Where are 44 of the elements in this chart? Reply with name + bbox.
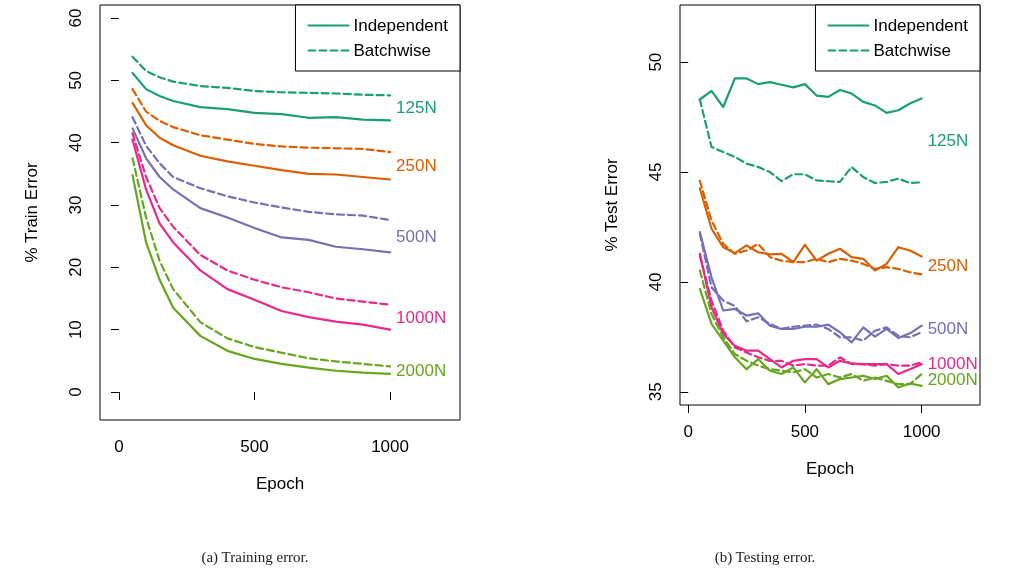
y-tick-label: 40 xyxy=(66,133,85,153)
y-tick-label: 50 xyxy=(646,52,665,72)
line-series xyxy=(131,127,392,254)
y-axis-title: % Train Error xyxy=(22,162,41,263)
text: (a) Training error. xyxy=(201,548,309,566)
legend-label: Independent xyxy=(873,16,969,35)
annotation: 2000N xyxy=(927,370,978,390)
x-tick-label: 500 xyxy=(240,437,269,456)
line-series xyxy=(131,101,392,181)
y-tick-label: 35 xyxy=(646,382,665,402)
x-tick-label: 1000 xyxy=(902,422,941,441)
x-axis-title: Epoch xyxy=(255,474,305,493)
annotation: 125N xyxy=(927,130,969,150)
x-tick-label: 0 xyxy=(683,422,693,441)
y-tick-label: 20 xyxy=(66,257,85,277)
legend-label: Batchwise xyxy=(353,41,431,60)
line-series xyxy=(131,55,392,97)
y-tick-label: 50 xyxy=(66,70,85,90)
x-tick-label: 1000 xyxy=(371,437,409,456)
y-tick-label: 30 xyxy=(66,195,85,215)
annotation: 1000N xyxy=(396,307,447,327)
y-tick-label: 10 xyxy=(66,320,85,340)
annotation: 125N xyxy=(396,98,437,118)
annotation: 500N xyxy=(927,319,969,339)
annotation: 250N xyxy=(396,156,437,176)
text: (b) Testing error. xyxy=(714,548,816,566)
annotation: 250N xyxy=(927,255,969,275)
legend-label: Independent xyxy=(353,16,449,35)
y-tick-label: 45 xyxy=(646,162,665,182)
y-tick-label: 40 xyxy=(646,272,665,292)
y-axis-title: % Test Error xyxy=(602,158,621,252)
y-tick-label: 0 xyxy=(66,387,85,397)
y-tick-label: 60 xyxy=(66,8,85,28)
annotation: 500N xyxy=(396,226,437,246)
annotation: 1000N xyxy=(927,353,978,373)
line-series xyxy=(131,71,392,122)
x-tick-label: 0 xyxy=(114,437,124,456)
legend-label: Batchwise xyxy=(873,41,951,60)
line-series xyxy=(698,269,923,386)
annotation: 2000N xyxy=(396,360,447,380)
line-series xyxy=(131,116,392,222)
x-tick-label: 500 xyxy=(790,422,820,441)
x-axis-title: Epoch xyxy=(805,459,855,478)
line-series xyxy=(131,88,392,154)
